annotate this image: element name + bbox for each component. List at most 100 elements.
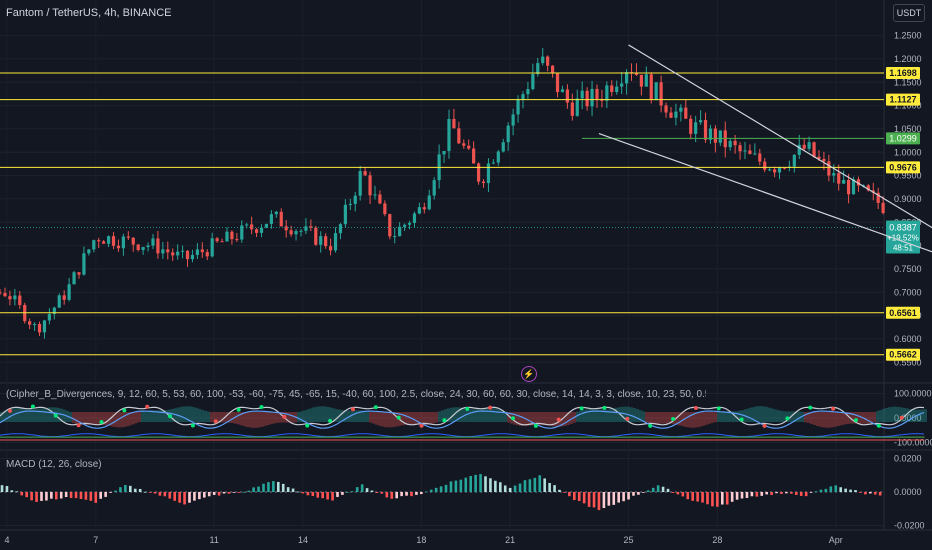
- candle: [57, 295, 61, 308]
- target-price-tag: [886, 132, 920, 145]
- macd-bar: [138, 488, 142, 492]
- candle: [832, 173, 836, 176]
- oscillator-band: [498, 409, 501, 422]
- currency-button[interactable]: USDT: [893, 4, 925, 22]
- candle: [496, 151, 500, 163]
- candle: [792, 154, 796, 167]
- oscillator-band: [432, 412, 435, 424]
- level-price-label: 1.1698: [889, 68, 917, 78]
- oscillator-band: [897, 406, 900, 422]
- macd-bar: [429, 489, 433, 492]
- candle: [506, 125, 510, 143]
- macd-bar: [350, 491, 354, 493]
- oscillator-band: [15, 408, 18, 422]
- oscillator-dot: [190, 423, 195, 428]
- macd-bar: [40, 492, 43, 501]
- macd-bar: [750, 492, 754, 497]
- candle: [516, 99, 520, 115]
- oscillator-settings[interactable]: (Cipher_B_Divergences, 9, 12, 60, 5, 53,…: [6, 389, 706, 400]
- oscillator-band: [195, 407, 198, 422]
- oscillator-dot: [693, 405, 698, 410]
- macd-bar: [296, 491, 300, 493]
- macd-bar: [839, 487, 842, 492]
- candle: [383, 203, 387, 215]
- macd-bar: [449, 481, 453, 492]
- macd-bar: [794, 492, 798, 495]
- oscillator-dot: [602, 405, 607, 410]
- oscillator-band: [516, 412, 519, 426]
- oscillator-band: [207, 411, 210, 422]
- oscillator-band: [273, 412, 276, 424]
- oscillator-band: [621, 406, 624, 422]
- oscillator-band: [267, 412, 270, 425]
- macd-label[interactable]: MACD (12, 26, close): [6, 459, 102, 470]
- oscillator-dot: [831, 406, 836, 411]
- oscillator-band: [504, 411, 507, 422]
- candle: [92, 240, 96, 250]
- oscillator-dot: [853, 418, 858, 423]
- macd-bar: [494, 480, 497, 492]
- y-tick-label: 1.2000: [894, 54, 922, 64]
- oscillator-dot: [419, 423, 424, 428]
- oscillator-dot: [99, 419, 104, 424]
- candle: [738, 145, 742, 152]
- candle: [718, 130, 722, 143]
- candle: [486, 163, 491, 184]
- oscillator-dot: [8, 408, 12, 413]
- candle: [205, 252, 209, 257]
- oscillator-band: [324, 406, 327, 422]
- oscillator-band: [111, 412, 114, 427]
- wedge-upper-line: [628, 44, 932, 229]
- y-tick-label: 0.7000: [894, 287, 922, 297]
- candle: [171, 252, 175, 256]
- candle: [32, 323, 37, 325]
- oscillator-band: [456, 407, 459, 422]
- macd-bar: [651, 487, 655, 492]
- oscillator-band: [807, 412, 810, 424]
- oscillator-dot: [259, 404, 264, 409]
- oscillator-band: [303, 410, 306, 422]
- y-tick-label: 100.0000: [894, 389, 932, 399]
- oscillator-band: [492, 408, 495, 422]
- macd-bar: [286, 487, 290, 492]
- oscillator-dot: [716, 406, 721, 411]
- candle: [427, 195, 431, 210]
- macd-bar: [656, 485, 660, 492]
- candle: [87, 249, 91, 254]
- oscillator-band: [753, 406, 756, 422]
- macd-bar: [20, 492, 24, 496]
- oscillator-band: [891, 406, 894, 422]
- flash-icon[interactable]: ⚡: [521, 366, 537, 382]
- macd-bar: [227, 492, 231, 494]
- y-tick-label: 1.0000: [894, 147, 922, 157]
- oscillator-band: [429, 412, 432, 425]
- macd-bar: [868, 492, 872, 494]
- oscillator-band: [240, 412, 243, 426]
- oscillator-band: [408, 412, 411, 425]
- macd-bar: [681, 492, 685, 497]
- oscillator-band: [192, 407, 195, 422]
- macd-bar: [622, 492, 625, 502]
- level-price-tag: [886, 93, 920, 106]
- candle: [639, 74, 643, 87]
- oscillator-band: [144, 410, 147, 422]
- macd-bar: [873, 492, 877, 495]
- macd-bar: [380, 492, 384, 494]
- macd-bar: [281, 483, 285, 492]
- oscillator-band: [72, 412, 75, 424]
- candle: [777, 167, 782, 173]
- macd-bar: [646, 490, 650, 492]
- candle: [121, 236, 125, 249]
- macd-bar: [790, 492, 793, 494]
- oscillator-dot: [533, 423, 538, 428]
- candle: [768, 169, 772, 171]
- macd-bar: [642, 492, 645, 493]
- candle: [457, 128, 461, 144]
- oscillator-band: [486, 408, 489, 422]
- wave-line-2: [0, 410, 925, 429]
- candle: [309, 226, 313, 228]
- macd-bar: [336, 492, 339, 497]
- candle: [348, 203, 352, 205]
